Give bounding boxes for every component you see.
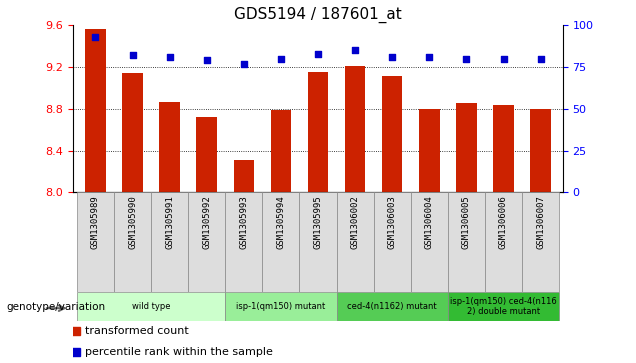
Bar bbox=[122, 73, 142, 192]
Bar bbox=[448, 192, 485, 292]
Text: transformed count: transformed count bbox=[85, 326, 189, 336]
Text: GSM1306006: GSM1306006 bbox=[499, 195, 508, 249]
Text: isp-1(qm150) mutant: isp-1(qm150) mutant bbox=[237, 302, 326, 311]
Bar bbox=[419, 109, 439, 192]
Text: GSM1305991: GSM1305991 bbox=[165, 195, 174, 249]
Point bbox=[165, 54, 175, 60]
Bar bbox=[485, 192, 522, 292]
Bar bbox=[225, 192, 263, 292]
Text: GSM1305990: GSM1305990 bbox=[128, 195, 137, 249]
Bar bbox=[151, 192, 188, 292]
Point bbox=[350, 48, 360, 53]
Point bbox=[461, 56, 471, 62]
Bar bbox=[336, 192, 374, 292]
Point bbox=[387, 54, 398, 60]
Title: GDS5194 / 187601_at: GDS5194 / 187601_at bbox=[234, 7, 402, 23]
Bar bbox=[300, 192, 336, 292]
Text: percentile rank within the sample: percentile rank within the sample bbox=[85, 347, 273, 357]
Bar bbox=[494, 105, 514, 192]
Bar bbox=[308, 72, 328, 192]
Bar bbox=[77, 192, 114, 292]
Point bbox=[424, 54, 434, 60]
Bar bbox=[522, 192, 559, 292]
Point bbox=[536, 56, 546, 62]
Bar bbox=[411, 192, 448, 292]
Bar bbox=[382, 76, 403, 192]
Text: wild type: wild type bbox=[132, 302, 170, 311]
Text: isp-1(qm150) ced-4(n116
2) double mutant: isp-1(qm150) ced-4(n116 2) double mutant bbox=[450, 297, 557, 317]
Bar bbox=[263, 192, 300, 292]
Text: GSM1306003: GSM1306003 bbox=[388, 195, 397, 249]
Bar bbox=[530, 109, 551, 192]
Text: genotype/variation: genotype/variation bbox=[6, 302, 106, 312]
Point bbox=[313, 51, 323, 57]
Bar bbox=[336, 292, 448, 321]
Text: GSM1305994: GSM1305994 bbox=[277, 195, 286, 249]
Bar bbox=[448, 292, 559, 321]
Point bbox=[499, 56, 509, 62]
Bar bbox=[114, 192, 151, 292]
Text: GSM1305989: GSM1305989 bbox=[91, 195, 100, 249]
Bar bbox=[225, 292, 336, 321]
Text: GSM1306004: GSM1306004 bbox=[425, 195, 434, 249]
Text: GSM1306002: GSM1306002 bbox=[350, 195, 359, 249]
Bar bbox=[85, 29, 106, 192]
Bar bbox=[160, 102, 180, 192]
Text: GSM1305995: GSM1305995 bbox=[314, 195, 322, 249]
Point bbox=[127, 53, 137, 58]
Bar bbox=[188, 192, 225, 292]
Bar bbox=[456, 103, 476, 192]
Point bbox=[238, 61, 249, 67]
Text: GSM1305992: GSM1305992 bbox=[202, 195, 211, 249]
Point bbox=[90, 34, 100, 40]
Bar bbox=[77, 292, 225, 321]
Bar bbox=[345, 66, 365, 192]
Text: GSM1306005: GSM1306005 bbox=[462, 195, 471, 249]
Bar bbox=[271, 110, 291, 192]
Point bbox=[276, 56, 286, 62]
Point bbox=[202, 58, 212, 64]
Bar bbox=[374, 192, 411, 292]
Bar bbox=[197, 117, 217, 192]
Text: GSM1306007: GSM1306007 bbox=[536, 195, 545, 249]
Bar bbox=[233, 160, 254, 192]
Text: ced-4(n1162) mutant: ced-4(n1162) mutant bbox=[347, 302, 437, 311]
Text: GSM1305993: GSM1305993 bbox=[239, 195, 248, 249]
